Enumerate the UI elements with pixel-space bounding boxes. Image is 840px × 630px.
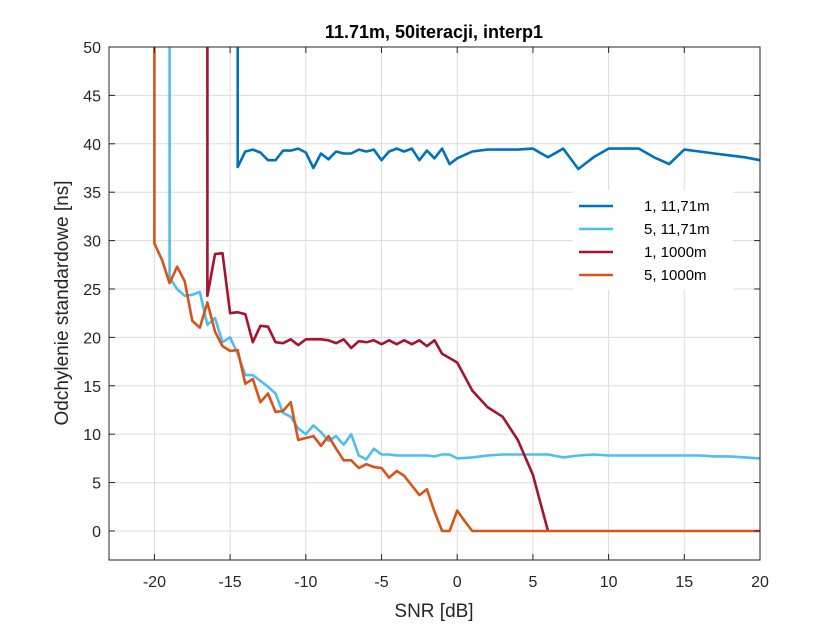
y-tick-label: 45 [83, 88, 101, 105]
plot-area [109, 47, 760, 560]
series-line-4 [153, 47, 760, 533]
y-axis-label: Odchylenie standardowe [ns] [52, 180, 73, 425]
y-tick-label: 30 [83, 234, 101, 251]
x-tick-label: -20 [143, 574, 166, 591]
legend-label: 5, 1000m [644, 267, 707, 284]
x-tick-label: 20 [751, 574, 769, 591]
x-tick-label: 15 [675, 574, 693, 591]
chart-title: 11.71m, 50iteracji, interp1 [325, 22, 543, 42]
y-tick-label: 35 [83, 185, 101, 202]
y-tick-label: 15 [83, 379, 101, 396]
legend-label: 1, 1000m [644, 244, 707, 261]
x-tick-label: 0 [453, 574, 462, 591]
y-tick-label: 10 [83, 427, 101, 444]
x-axis-label: SNR [dB] [394, 601, 473, 622]
ticks: -20 -15 -10 -5 0 5 10 15 20 0 5 10 15 20 25 30 35 40 45 50 [83, 40, 769, 591]
legend: 1, 11,71m 5, 11,71m 1, 1000m 5, 1000m [573, 190, 733, 290]
y-tick-label: 0 [92, 524, 101, 541]
y-tick-label: 25 [83, 282, 101, 299]
x-tick-label: 10 [600, 574, 618, 591]
plot-frame [108, 46, 761, 561]
series-line-3 [206, 47, 550, 532]
x-tick-label: -10 [294, 574, 317, 591]
y-tick-label: 20 [83, 330, 101, 347]
series-line-1 [236, 47, 761, 171]
y-tick-label: 50 [83, 40, 101, 57]
x-tick-label: 5 [528, 574, 537, 591]
y-tick-label: 40 [83, 137, 101, 154]
legend-label: 1, 11,71m [644, 198, 710, 215]
x-tick-label: -5 [374, 574, 388, 591]
series-group [153, 47, 761, 533]
legend-label: 5, 11,71m [644, 221, 710, 238]
x-tick-label: -15 [219, 574, 242, 591]
y-tick-label: 5 [92, 476, 101, 493]
